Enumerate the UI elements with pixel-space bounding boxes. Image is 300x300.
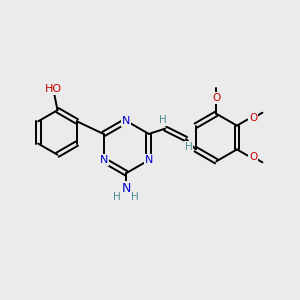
- Text: O: O: [212, 93, 220, 103]
- Text: O: O: [249, 152, 257, 162]
- Text: N: N: [122, 182, 131, 194]
- Text: N: N: [145, 155, 153, 165]
- Text: H: H: [159, 115, 167, 125]
- Text: HO: HO: [44, 84, 62, 94]
- Text: H: H: [113, 192, 121, 202]
- Text: H: H: [131, 192, 139, 202]
- Text: H: H: [184, 142, 192, 152]
- Text: O: O: [249, 113, 257, 123]
- Text: N: N: [99, 155, 108, 165]
- Text: N: N: [122, 116, 130, 126]
